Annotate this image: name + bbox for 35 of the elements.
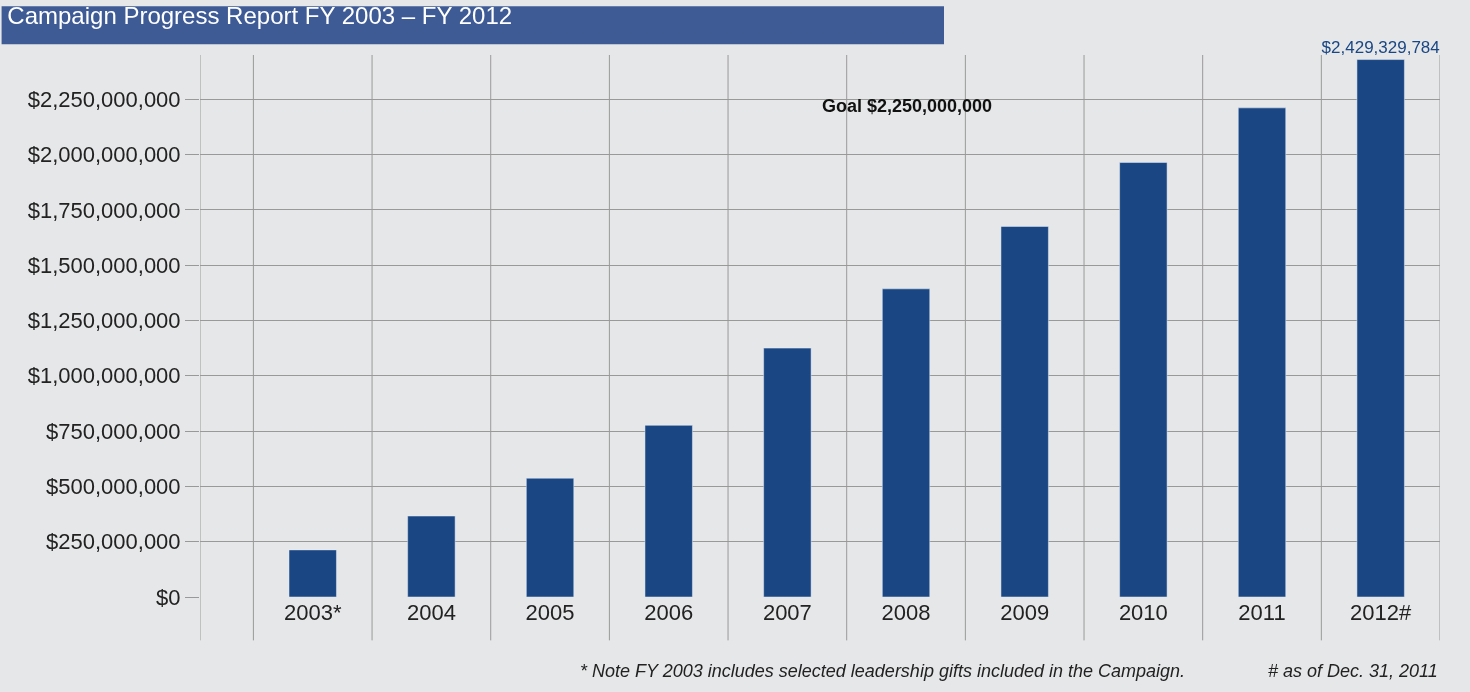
y-tick-label: $1,500,000,000	[27, 252, 181, 278]
y-tick-label: $0	[156, 584, 181, 610]
annotation: Goal $2,250,000,000	[822, 96, 993, 116]
y-tick-label: $1,250,000,000	[27, 308, 181, 334]
bar	[1238, 107, 1286, 597]
chart-title: Campaign Progress Report FY 2003 – FY 2012	[7, 1, 513, 29]
y-tick-label: $1,000,000,000	[27, 363, 181, 389]
y-tick-label: $500,000,000	[46, 474, 181, 500]
bar	[644, 425, 693, 597]
x-tick-label: 2004	[406, 600, 456, 625]
x-tick-label: 2009	[1000, 600, 1050, 625]
x-tick-label: 2007	[762, 600, 812, 625]
x-tick-label: 2008	[881, 600, 931, 625]
x-tick-label: 2005	[525, 600, 575, 625]
y-tick-label: $250,000,000	[46, 529, 181, 555]
x-tick-label: 2010	[1118, 600, 1168, 625]
x-tick-label: 2012#	[1350, 600, 1413, 625]
bar	[526, 477, 575, 597]
y-tick-label: $750,000,000	[46, 418, 181, 444]
data-label: $2,429,329,784	[1321, 37, 1440, 57]
x-tick-label: 2006	[644, 600, 694, 625]
bar	[288, 549, 337, 597]
x-tick-label: 2011	[1238, 600, 1286, 625]
bar	[407, 515, 456, 597]
y-tick-label: $1,750,000,000	[27, 197, 181, 223]
bar	[1356, 59, 1405, 597]
text: * Note FY 2003 includes selected leadership gifts included in the Campaign.	[580, 661, 1186, 681]
bar	[882, 288, 931, 597]
y-tick-label: $2,250,000,000	[27, 86, 181, 112]
x-tick-label: 2003*	[283, 600, 342, 625]
y-tick-label: $2,000,000,000	[27, 142, 181, 168]
bar	[763, 347, 812, 597]
text: # as of Dec. 31, 2011	[1268, 661, 1438, 681]
bar	[1119, 162, 1168, 597]
bar	[1000, 226, 1049, 597]
